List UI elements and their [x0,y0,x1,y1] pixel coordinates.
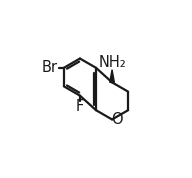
Text: O: O [111,112,123,127]
Text: Br: Br [42,60,58,75]
Polygon shape [110,70,114,82]
Text: NH₂: NH₂ [98,56,126,70]
Text: F: F [76,99,84,114]
